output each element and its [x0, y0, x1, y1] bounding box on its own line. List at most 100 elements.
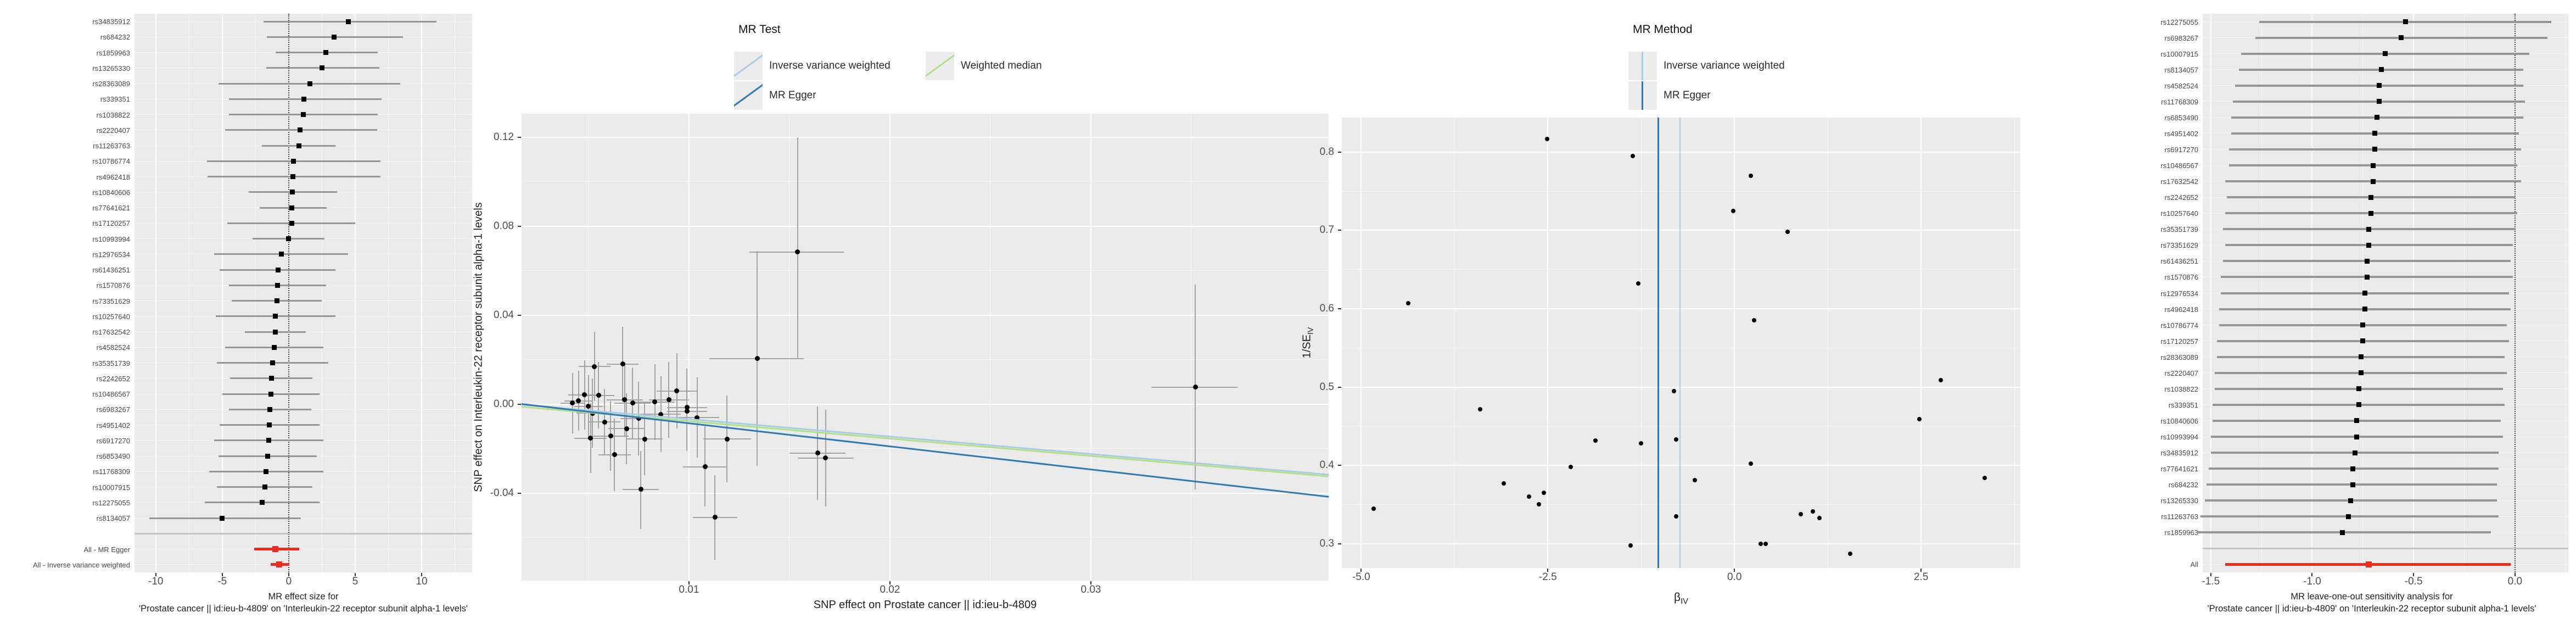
snp-label: rs12275055 [2160, 18, 2198, 26]
gridline-major [1342, 230, 2020, 231]
data-point [1544, 136, 1549, 141]
data-point [638, 487, 643, 492]
data-point [622, 397, 628, 403]
panel-background [522, 114, 1329, 581]
gridline-major [889, 114, 891, 581]
x-tick-label: 0.0 [1727, 571, 1742, 583]
data-point [1636, 281, 1640, 286]
data-point [666, 397, 671, 403]
point-estimate [2364, 274, 2370, 280]
point-estimate [267, 422, 272, 428]
point-estimate [331, 34, 337, 40]
snp-label: rs12275055 [92, 498, 130, 507]
y-tick-label: 0.6 [1319, 302, 1334, 314]
snp-label: rs6917270 [2164, 145, 2198, 154]
gridline-major [522, 136, 1329, 138]
snp-label: rs17632542 [92, 328, 130, 337]
snp-label: rs339351 [2168, 400, 2198, 409]
data-point [1406, 300, 1411, 305]
snp-label: rs6917270 [96, 436, 130, 445]
y-tick-mark [1338, 230, 1341, 231]
snp-label: rs28363089 [2160, 353, 2198, 361]
data-point [1674, 437, 1679, 442]
y-tick-mark [518, 492, 521, 494]
snp-label: rs4951402 [2164, 129, 2198, 138]
y-tick-mark [1338, 543, 1341, 544]
data-point [596, 393, 601, 398]
snp-label: rs4962418 [96, 172, 130, 181]
forest-right-caption-line2: 'Prostate cancer || id:ieu-b-4809' on 'I… [2207, 604, 2536, 614]
data-point [624, 426, 629, 431]
snp-label: rs11768309 [93, 467, 130, 476]
snp-label: rs684232 [2168, 481, 2198, 489]
snp-label: rs6853490 [2164, 113, 2198, 122]
point-estimate [2366, 242, 2372, 248]
y-tick-mark [518, 314, 521, 316]
data-point [592, 364, 597, 369]
snp-label: rs10786774 [2160, 321, 2198, 330]
point-estimate [275, 282, 280, 288]
forest-left-caption-line2: 'Prostate cancer || id:ieu-b-4809' on 'I… [138, 604, 468, 614]
y-tick-mark [1338, 465, 1341, 466]
x-tick-label: 0.01 [679, 584, 699, 595]
point-estimate [266, 438, 272, 443]
data-point [702, 464, 708, 470]
point-estimate [265, 453, 270, 459]
method-estimate-line [1679, 118, 1681, 568]
snp-label: rs10257640 [2160, 209, 2198, 218]
scatter-legend: MR Test Inverse variance weighted MR Egg… [734, 23, 1118, 122]
gridline-major [522, 403, 1329, 405]
gridline-major [522, 314, 1329, 316]
point-estimate [279, 252, 284, 257]
x-tick-mark [2413, 573, 2415, 576]
point-estimate [2360, 338, 2366, 344]
gridline-major [1342, 543, 2020, 544]
y-tick-label: 0.04 [494, 309, 514, 321]
point-estimate [2403, 19, 2408, 25]
point-estimate [2378, 67, 2384, 73]
y-tick-label: -0.04 [490, 487, 514, 499]
y-tick-label: 0.5 [1319, 381, 1334, 393]
summary-point-estimate [276, 561, 282, 568]
zero-reference-line [2514, 14, 2516, 572]
gridline-minor [1342, 504, 2020, 505]
snp-label: rs1570876 [96, 281, 130, 290]
row-gridline [135, 564, 472, 565]
point-estimate [297, 127, 303, 133]
gridline-major [354, 14, 356, 572]
point-estimate [273, 314, 278, 319]
summary-label: All - Inverse variance weighted [32, 560, 130, 569]
snp-label: rs17120257 [2160, 337, 2198, 346]
data-point [674, 388, 680, 394]
point-estimate [274, 298, 279, 304]
snp-label: rs17632542 [2160, 177, 2198, 186]
y-tick-mark [1338, 308, 1341, 309]
funnel-x-axis-title: βIV [1674, 591, 1688, 606]
data-point [1631, 153, 1636, 158]
gridline-major [1360, 118, 1362, 568]
snp-label: rs35351739 [2160, 225, 2198, 234]
gridline-major [1342, 386, 2020, 388]
point-estimate [2382, 51, 2388, 57]
snp-label: rs6983267 [96, 405, 130, 414]
gridline-major [1342, 308, 2020, 309]
data-point [636, 416, 641, 421]
point-estimate [2368, 194, 2374, 200]
gridline-minor [522, 537, 1329, 538]
data-point [823, 455, 828, 461]
snp-label: rs73351629 [2160, 241, 2198, 250]
row-gridline [135, 517, 472, 519]
point-estimate [290, 174, 295, 180]
snp-label: rs2242652 [2164, 193, 2198, 202]
x-tick-mark [421, 573, 422, 576]
y-tick-label: 0.12 [494, 131, 514, 143]
gridline-minor [388, 14, 389, 572]
data-point [1785, 230, 1790, 235]
funnel-y-axis-title: 1/SEIV [1301, 327, 1315, 359]
snp-label: rs2242652 [96, 374, 130, 383]
gridline-major [155, 14, 156, 572]
x-tick-label: -1.5 [2202, 576, 2220, 587]
scatter-legend-wm-label: Weighted median [961, 60, 1042, 71]
snp-label: rs12976534 [92, 250, 130, 259]
